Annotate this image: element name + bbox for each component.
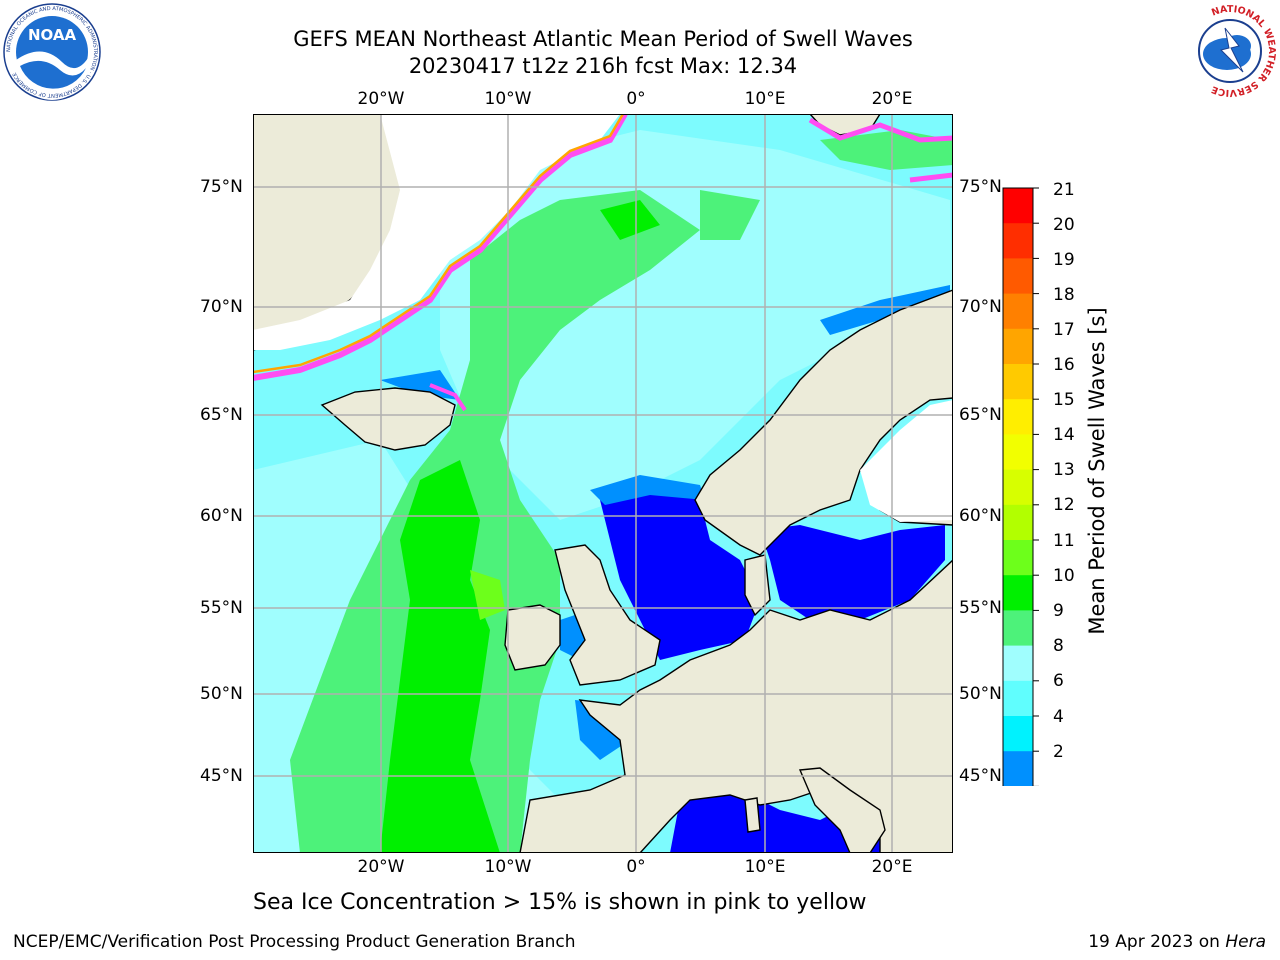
colorbar-tick-label: 18 — [1053, 285, 1075, 305]
lat-label-right: 50°N — [959, 684, 1002, 704]
colorbar-tick-label: 17 — [1053, 320, 1075, 340]
colorbar-segment — [1003, 188, 1033, 224]
colorbar-segment — [1003, 328, 1033, 365]
lat-label-left: 75°N — [200, 177, 243, 197]
north-sea-edge — [590, 475, 705, 505]
forecast-subtitle: 20230417 t12z 216h fcst Max: 12.34 — [408, 54, 798, 78]
lat-label-right: 55°N — [959, 598, 1002, 618]
ice-zone-greenland — [253, 114, 620, 350]
lat-label-right: 60°N — [959, 506, 1002, 526]
colorbar-tick-label: 14 — [1053, 425, 1075, 445]
lat-label-left: 50°N — [200, 684, 243, 704]
colorbar-tick-label: 15 — [1053, 390, 1075, 410]
colorbar-title: Mean Period of Swell Waves [s] — [1085, 307, 1109, 635]
lon-label-bottom: 20°W — [357, 857, 405, 877]
norway-shelf — [820, 285, 950, 335]
continental-europe — [519, 559, 953, 853]
colorbar-segment — [1003, 610, 1033, 647]
italy-boot — [798, 767, 886, 853]
colorbar-tick-label: 4 — [1053, 707, 1064, 727]
sea-ice-note: Sea Ice Concentration > 15% is shown in … — [253, 890, 867, 915]
footer-date-text: 19 Apr 2023 on — [1088, 932, 1226, 952]
footer-producer: NCEP/EMC/Verification Post Processing Pr… — [13, 932, 576, 952]
iceland-shelf — [380, 370, 460, 400]
great-britain — [554, 544, 661, 686]
colorbar-segment — [1003, 293, 1033, 330]
colorbar-tick-label: 19 — [1053, 250, 1075, 270]
colorbar-segment — [1003, 504, 1033, 541]
colorbar-segment — [1003, 258, 1033, 295]
scandinavia — [694, 289, 953, 556]
colorbar-tick-label: 13 — [1053, 460, 1075, 480]
colorbar-segment — [1003, 680, 1033, 717]
swell-band-9-10 — [290, 190, 700, 853]
colorbar-segment — [1003, 364, 1033, 400]
colorbar-segment — [1003, 434, 1033, 471]
colorbar — [1002, 187, 1039, 786]
lon-label-top: 20°E — [871, 89, 913, 109]
lon-label-top: 10°E — [744, 89, 786, 109]
lon-label-bottom: 0° — [626, 857, 646, 877]
lat-label-left: 70°N — [200, 297, 243, 317]
lat-label-left: 45°N — [200, 766, 243, 786]
north-sea-low-period — [600, 490, 760, 660]
lat-label-left: 60°N — [200, 506, 243, 526]
lon-label-bottom: 10°E — [744, 857, 786, 877]
baltic-low-period — [760, 525, 945, 620]
sea-ice-edge — [808, 117, 953, 143]
colorbar-tick-label: 6 — [1053, 671, 1064, 691]
sea-ice-edge — [253, 114, 625, 374]
swell-band-9-10 — [700, 190, 760, 240]
swell-core-10-11 — [600, 200, 660, 240]
corsica-sardinia — [744, 797, 761, 833]
colorbar-segment — [1003, 540, 1033, 576]
colorbar-tick-label: 20 — [1053, 215, 1075, 235]
colorbar-tick-label: 16 — [1053, 355, 1075, 375]
colorbar-segment — [1003, 469, 1033, 506]
lat-label-right: 65°N — [959, 405, 1002, 425]
nws-logo: NATIONAL WEATHER SERVICE — [1181, 2, 1279, 100]
colorbar-segment — [1003, 223, 1033, 259]
lat-label-right: 75°N — [959, 177, 1002, 197]
colorbar-tick-label: 21 — [1053, 180, 1075, 200]
lon-label-top: 20°W — [357, 89, 405, 109]
lon-label-top: 10°W — [484, 89, 532, 109]
lon-label-top: 0° — [626, 89, 646, 109]
lat-label-left: 65°N — [200, 405, 243, 425]
map-title: GEFS MEAN Northeast Atlantic Mean Period… — [293, 27, 913, 51]
lon-label-bottom: 10°W — [484, 857, 532, 877]
swell-period-map — [253, 114, 953, 853]
graticule — [253, 114, 953, 853]
lat-label-left: 55°N — [200, 598, 243, 618]
lon-label-bottom: 20°E — [871, 857, 913, 877]
colorbar-tick-label: 12 — [1053, 495, 1075, 515]
footer-host: Hera — [1225, 932, 1266, 952]
colorbar-tick-label: 8 — [1053, 636, 1064, 656]
sea-ice-edge — [429, 383, 467, 412]
colorbar-tick-label: 11 — [1053, 531, 1075, 551]
colorbar-tick-label: 9 — [1053, 601, 1064, 621]
footer-date: 19 Apr 2023 on Hera — [1088, 932, 1266, 952]
colorbar-tick-label: 2 — [1053, 742, 1064, 762]
colorbar-segment — [1003, 751, 1033, 786]
swell-core-10-11 — [380, 460, 500, 853]
colorbar-segment — [1003, 575, 1033, 611]
lat-label-right: 45°N — [959, 766, 1002, 786]
ice-zone-gulf-bothnia — [860, 400, 953, 522]
colorbar-segment — [1003, 399, 1033, 435]
svg-text:NOAA: NOAA — [28, 26, 77, 44]
colorbar-tick-label: 10 — [1053, 566, 1075, 586]
sea-ice-edge — [909, 172, 953, 183]
colorbar-segment — [1003, 716, 1033, 752]
sea-ice-edge — [253, 114, 628, 381]
noaa-logo: NOAA NATIONAL OCEANIC AND ATMOSPHERIC AD… — [2, 2, 102, 102]
ireland — [504, 604, 561, 671]
colorbar-segment — [1003, 645, 1033, 682]
lat-label-right: 70°N — [959, 297, 1002, 317]
